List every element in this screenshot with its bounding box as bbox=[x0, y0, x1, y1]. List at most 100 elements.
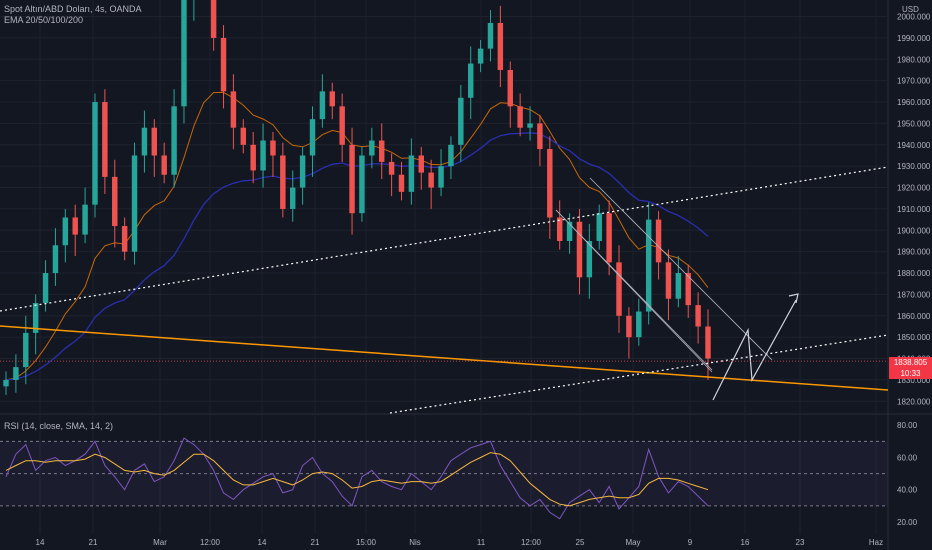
x-tick-label-15: Haz bbox=[869, 538, 883, 547]
candle-body-26 bbox=[260, 140, 266, 171]
x-tick-label-11: May bbox=[625, 538, 640, 547]
lower-dotted-trendline bbox=[389, 334, 889, 414]
legend-ema[interactable]: EMA 20/50/100/200 bbox=[4, 15, 84, 25]
candle-body-66 bbox=[655, 219, 662, 263]
candle-body-28 bbox=[280, 155, 286, 209]
candle-body-30 bbox=[299, 155, 306, 188]
candle-body-43 bbox=[428, 172, 434, 188]
y-tick-label-3: 1850.000 bbox=[897, 333, 931, 342]
legend-rsi[interactable]: RSI (14, close, SMA, 14, 2) bbox=[4, 421, 114, 431]
candle-body-47 bbox=[467, 63, 474, 98]
candle-body-58 bbox=[576, 221, 583, 278]
candle-body-39 bbox=[388, 161, 395, 175]
candle-body-17 bbox=[171, 106, 177, 175]
x-tick-label-13: 16 bbox=[741, 538, 750, 547]
candle-body-38 bbox=[378, 140, 385, 162]
candle-body-5 bbox=[52, 245, 59, 274]
legend-title[interactable]: Spot Altın/ABD Doları, 4s, OANDA bbox=[4, 4, 142, 14]
candle-body-50 bbox=[497, 22, 504, 70]
y-tick-label-7: 1890.000 bbox=[897, 248, 931, 257]
y-tick-label-6: 1880.000 bbox=[897, 269, 931, 278]
candle-body-68 bbox=[675, 273, 682, 299]
candle-body-4 bbox=[42, 273, 49, 303]
current-price-badge: 1838.805 10:33 bbox=[889, 357, 932, 379]
candle-body-46 bbox=[458, 97, 464, 145]
x-tick-label-7: Nis bbox=[409, 538, 421, 547]
rsi-tick-label-2: 60.00 bbox=[897, 453, 918, 462]
y-tick-label-8: 1900.000 bbox=[897, 226, 931, 235]
x-tick-label-8: 11 bbox=[477, 538, 486, 547]
candle-body-54 bbox=[537, 123, 543, 150]
x-tick-label-1: 21 bbox=[89, 538, 98, 547]
candle-body-23 bbox=[230, 91, 237, 128]
candle-body-34 bbox=[339, 106, 345, 145]
candle-body-53 bbox=[527, 123, 533, 128]
candle-body-56 bbox=[556, 217, 563, 241]
rsi-tick-label-0: 20.00 bbox=[897, 518, 918, 527]
candle-body-67 bbox=[665, 262, 672, 299]
y-tick-label-14: 1960.000 bbox=[897, 98, 931, 107]
x-tick-label-5: 21 bbox=[311, 538, 320, 547]
x-tick-label-0: 14 bbox=[36, 538, 45, 547]
x-tick-label-12: 9 bbox=[688, 538, 693, 547]
y-tick-label-9: 1910.000 bbox=[897, 205, 931, 214]
y-tick-label-5: 1870.000 bbox=[897, 290, 931, 299]
x-tick-label-14: 23 bbox=[796, 538, 805, 547]
x-tick-label-9: 12:00 bbox=[521, 538, 542, 547]
candle-body-24 bbox=[240, 127, 247, 145]
currency-label: USD bbox=[902, 5, 919, 14]
candle-body-36 bbox=[359, 155, 365, 214]
y-tick-label-16: 1980.000 bbox=[897, 55, 931, 64]
rsi-ma-line bbox=[5, 452, 709, 507]
candle-body-32 bbox=[319, 91, 326, 120]
x-tick-label-10: 25 bbox=[576, 538, 585, 547]
candle-body-49 bbox=[487, 22, 494, 49]
candle-body-13 bbox=[131, 155, 138, 252]
rsi-line bbox=[5, 437, 709, 520]
candle-body-59 bbox=[586, 240, 593, 278]
candle-body-16 bbox=[161, 155, 167, 175]
ema-slow-line bbox=[5, 132, 709, 381]
rsi-tick-label-1: 40.00 bbox=[897, 486, 918, 495]
candle-body-57 bbox=[566, 221, 573, 241]
candle-body-3 bbox=[32, 302, 39, 333]
y-tick-label-17: 1990.000 bbox=[897, 34, 931, 43]
candle-body-22 bbox=[220, 37, 227, 92]
y-tick-label-10: 1920.000 bbox=[897, 184, 931, 193]
x-tick-label-3: 12:00 bbox=[200, 538, 221, 547]
projection-arrowhead bbox=[788, 293, 799, 304]
candle-body-37 bbox=[369, 140, 375, 156]
candle-body-45 bbox=[448, 144, 454, 167]
candle-body-27 bbox=[270, 140, 276, 156]
candle-body-52 bbox=[517, 106, 523, 128]
candle-body-11 bbox=[112, 176, 118, 227]
x-tick-label-4: 14 bbox=[258, 538, 267, 547]
candle-body-70 bbox=[695, 305, 701, 327]
candle-body-40 bbox=[398, 174, 405, 192]
candle-body-14 bbox=[141, 127, 148, 156]
y-tick-label-11: 1930.000 bbox=[897, 162, 931, 171]
candle-body-0 bbox=[3, 379, 9, 387]
channel-top-line bbox=[589, 177, 773, 361]
y-tick-label-15: 1970.000 bbox=[897, 77, 931, 86]
candle-body-33 bbox=[329, 91, 336, 107]
y-tick-label-0: 1820.000 bbox=[897, 397, 931, 406]
candle-body-41 bbox=[408, 155, 415, 192]
candle-body-8 bbox=[82, 204, 88, 235]
candle-body-44 bbox=[438, 166, 444, 188]
legend-main: Spot Altın/ABD Doları, 4s, OANDA EMA 20/… bbox=[4, 4, 142, 26]
candle-body-51 bbox=[507, 69, 513, 107]
y-tick-label-12: 1940.000 bbox=[897, 141, 931, 150]
candle-body-31 bbox=[309, 119, 316, 156]
candle-body-69 bbox=[685, 273, 691, 306]
x-tick-label-6: 15:00 bbox=[356, 538, 377, 547]
projection-path bbox=[712, 299, 797, 401]
candle-body-35 bbox=[349, 144, 355, 214]
candle-body-55 bbox=[547, 149, 553, 218]
bar-countdown: 10:33 bbox=[900, 369, 921, 378]
candle-body-15 bbox=[151, 127, 158, 156]
support-trendline bbox=[0, 325, 889, 391]
candle-body-6 bbox=[62, 217, 69, 246]
